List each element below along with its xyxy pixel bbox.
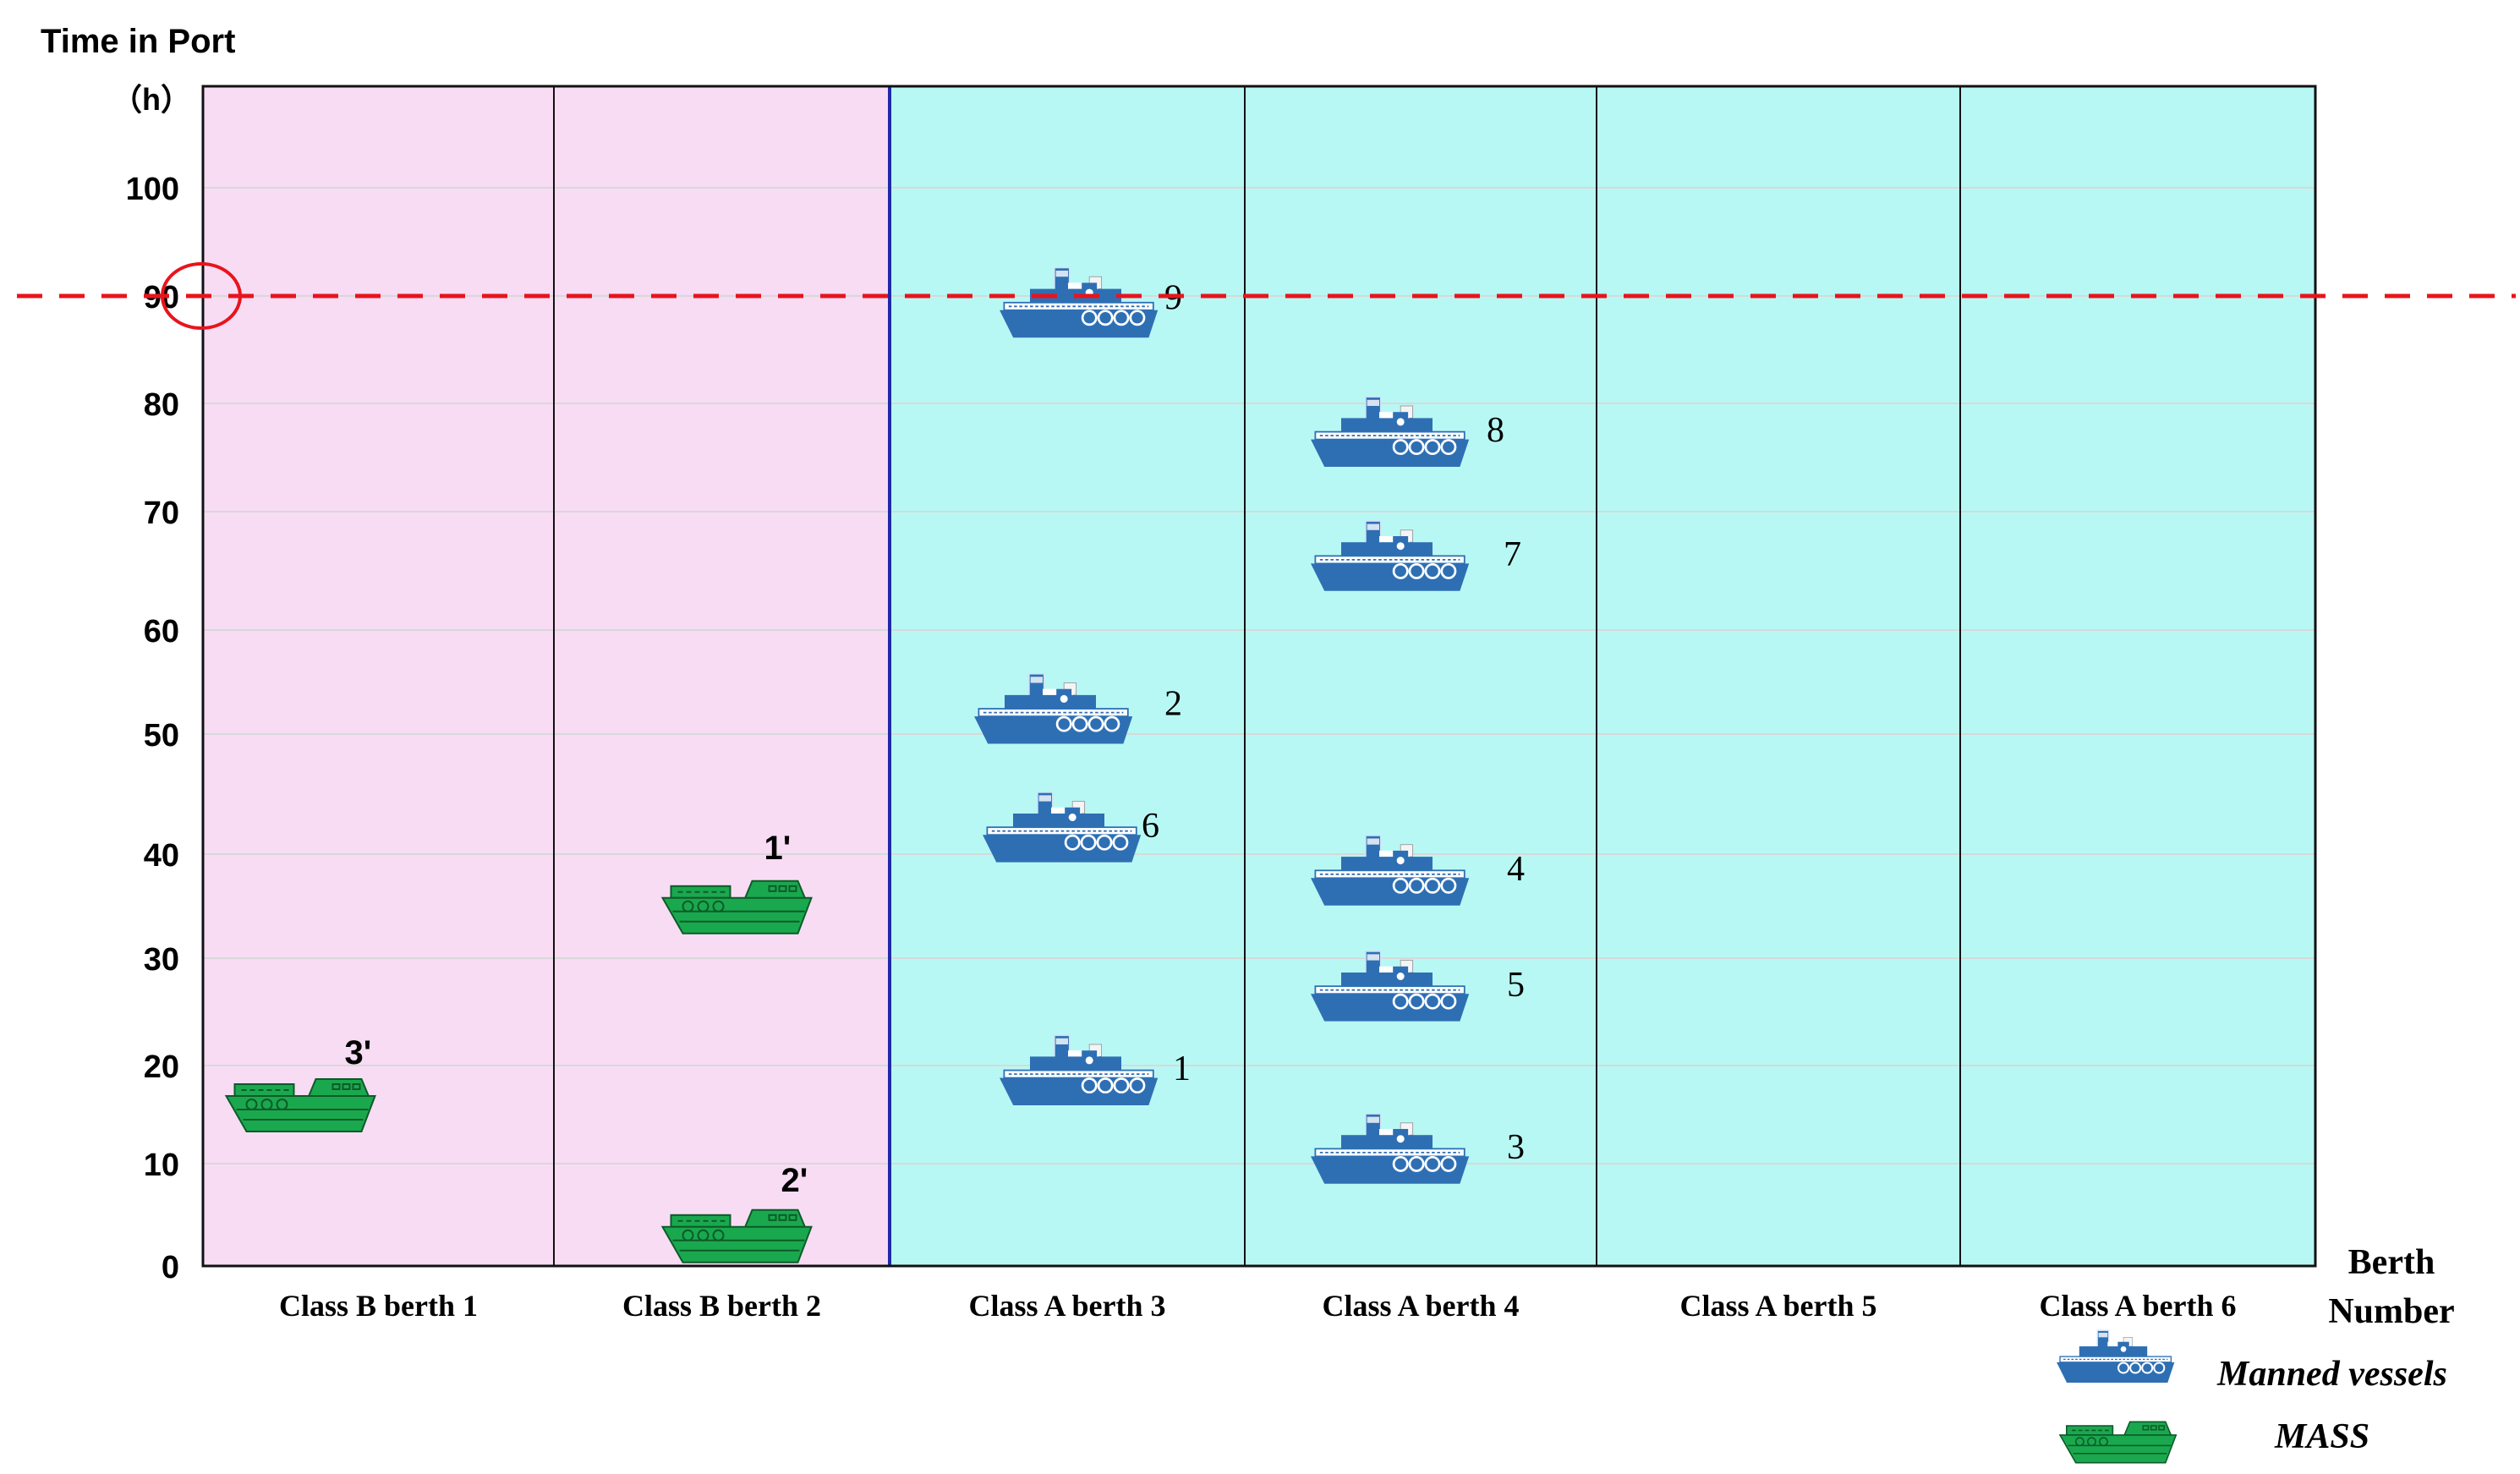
vessel-id-label: 7 — [1504, 535, 1521, 574]
berth-column-4 — [1245, 86, 1597, 1266]
y-tick-label: 30 — [144, 942, 179, 978]
vessel-id-label: 1' — [764, 830, 792, 867]
y-axis-unit: （h） — [112, 82, 191, 117]
berth-label-4: Class A berth 4 — [1322, 1289, 1519, 1323]
vessel-id-label: 4 — [1507, 850, 1525, 889]
manned-vessel-2: 2 — [972, 672, 1182, 745]
berth-column-6 — [1960, 86, 2315, 1266]
berth-column-1 — [203, 86, 554, 1266]
threshold-circle-marker — [161, 262, 242, 330]
manned-vessel-5: 5 — [1309, 950, 1525, 1022]
y-tick-label: 100 — [126, 172, 179, 207]
berth-label-5: Class A berth 5 — [1679, 1289, 1876, 1323]
vessel-id-label: 3 — [1507, 1128, 1525, 1167]
mass-vessel-3p: 3' — [225, 1034, 376, 1132]
manned-vessel-1: 1 — [998, 1033, 1191, 1107]
vessel-id-label: 5 — [1507, 966, 1525, 1005]
y-tick-label: 70 — [144, 496, 179, 531]
legend: Manned vessels MASS — [2055, 1329, 2447, 1464]
y-tick-label: 0 — [162, 1250, 179, 1285]
vessel-id-label: 1 — [1173, 1049, 1191, 1088]
legend-manned-label: Manned vessels — [2216, 1355, 2447, 1394]
plot-frame — [201, 85, 2317, 1268]
manned-vessel-8: 8 — [1309, 395, 1504, 469]
berth-label-6: Class A berth 6 — [2039, 1289, 2236, 1323]
x-axis-label-berth: Berth — [2348, 1243, 2435, 1282]
berth-label-3: Class A berth 3 — [968, 1289, 1165, 1323]
legend-mass-label: MASS — [2274, 1417, 2369, 1456]
y-tick-label: 80 — [144, 387, 179, 423]
manned-vessel-3: 3 — [1309, 1112, 1525, 1186]
y-axis-title: Time in Port — [41, 23, 235, 60]
berth-label-2: Class B berth 2 — [622, 1289, 821, 1323]
vessel-id-label: 6 — [1142, 807, 1159, 846]
manned-vessel-7: 7 — [1309, 519, 1521, 593]
vessel-id-label: 2' — [781, 1162, 808, 1199]
manned-vessel-6: 6 — [981, 791, 1159, 863]
x-axis-label-number: Number — [2328, 1292, 2454, 1331]
y-tick-label: 40 — [144, 838, 179, 874]
manned-vessel-4: 4 — [1309, 834, 1525, 907]
vessel-id-label: 8 — [1487, 411, 1504, 450]
y-tick-label: 10 — [144, 1148, 179, 1183]
berth-column-5 — [1597, 86, 1960, 1266]
manned-vessel-legend-icon — [2055, 1329, 2176, 1384]
mass-legend-icon — [2059, 1421, 2178, 1464]
berth-label-1: Class B berth 1 — [279, 1289, 478, 1323]
berth-column-2 — [554, 86, 890, 1266]
vessel-id-label: 3' — [345, 1034, 372, 1071]
vessel-id-label: 2 — [1164, 685, 1182, 724]
y-tick-label: 60 — [144, 614, 179, 649]
y-tick-label: 20 — [144, 1049, 179, 1085]
y-tick-label: 50 — [144, 718, 179, 753]
mass-vessel-2p: 2' — [661, 1162, 813, 1263]
mass-vessel-1p: 1' — [661, 830, 813, 934]
